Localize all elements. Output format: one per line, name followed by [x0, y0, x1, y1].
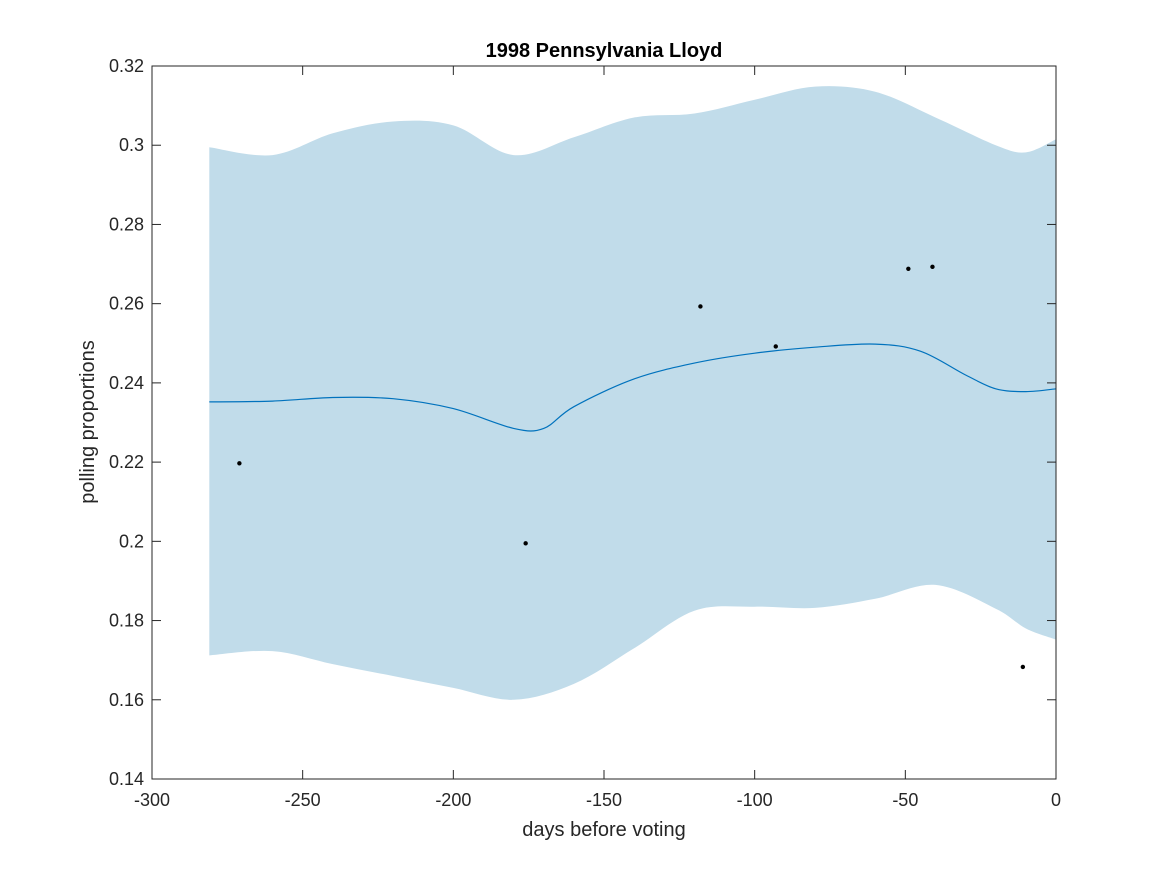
y-tick-label: 0.26 [109, 294, 144, 314]
trend-line-layer [209, 343, 1057, 432]
y-axis-label: polling proportions [77, 340, 99, 503]
y-tick-label: 0.28 [109, 214, 144, 234]
y-tick-label: 0.14 [109, 769, 144, 789]
y-tick-label: 0.18 [109, 611, 144, 631]
y-tick-label: 0.32 [109, 56, 144, 76]
x-tick-label: -250 [285, 790, 321, 810]
y-tick-label: 0.16 [109, 690, 144, 710]
trend-line [209, 343, 1057, 432]
poll-point [773, 344, 778, 349]
poll-point [906, 266, 911, 272]
confidence-band-layer [209, 86, 1057, 700]
x-tick-label: -300 [134, 790, 170, 810]
poll-point [237, 461, 242, 466]
poll-point [523, 541, 528, 546]
y-tick-label: 0.22 [109, 452, 144, 472]
confidence-band [209, 86, 1057, 700]
y-tick-label: 0.3 [119, 135, 144, 155]
x-tick-label: 0 [1051, 790, 1061, 810]
x-tick-label: -200 [435, 790, 471, 810]
y-tick-label: 0.2 [119, 531, 144, 551]
axis-ticks-layer: -300 -250 -200 -150 -100 -50 0 0.14 0.16 0.18 0.2 0… [109, 56, 1061, 810]
poll-point [698, 304, 703, 309]
x-tick-label: -100 [737, 790, 773, 810]
x-tick-label: -150 [586, 790, 622, 810]
chart-title: 1998 Pennsylvania Lloyd [486, 40, 723, 62]
x-tick-label: -50 [892, 790, 918, 810]
poll-point [930, 264, 935, 270]
poll-points-layer [237, 264, 1026, 670]
x-axis-label: days before voting [522, 819, 685, 841]
y-tick-label: 0.24 [109, 373, 144, 393]
poll-point [1020, 664, 1026, 670]
